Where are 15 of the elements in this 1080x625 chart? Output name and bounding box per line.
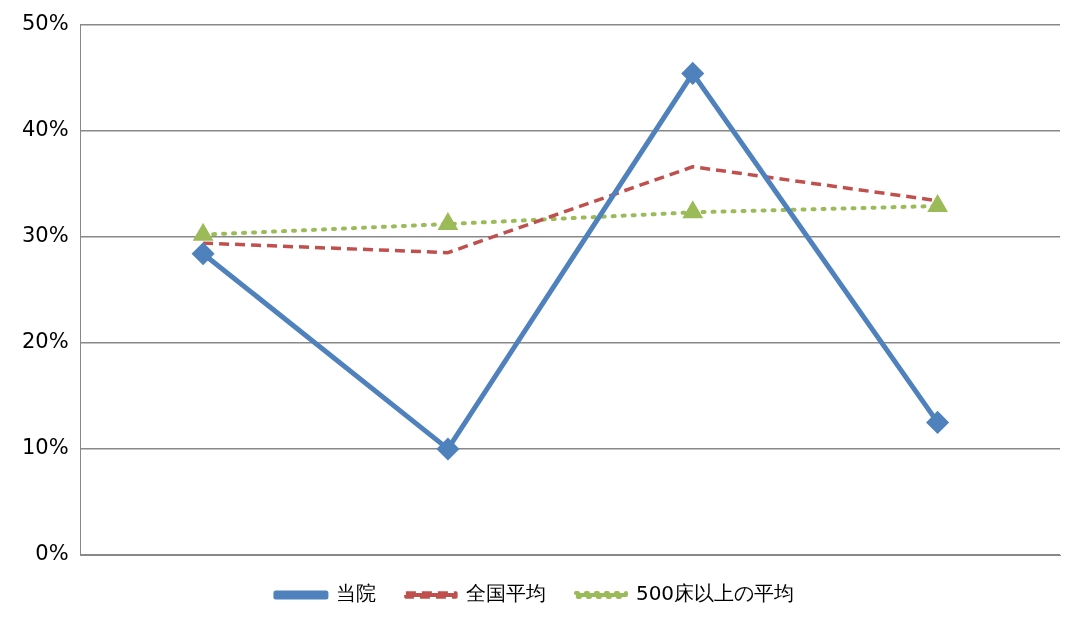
y-tick-label: 10% <box>21 435 69 460</box>
point <box>437 438 459 460</box>
y-tick-label: 40% <box>21 117 69 142</box>
y-tick-label: 20% <box>21 329 69 354</box>
point <box>438 214 457 231</box>
y-tick-label: 30% <box>21 223 69 248</box>
point <box>927 411 949 433</box>
point <box>192 243 214 265</box>
y-tick-label: 50% <box>21 11 69 36</box>
legend-label: 当院 <box>335 581 376 606</box>
legend-label: 500床以上の平均 <box>635 581 795 606</box>
y-tick-label: 0% <box>35 541 69 566</box>
legend-label: 全国平均 <box>465 581 546 606</box>
point <box>928 196 947 212</box>
point <box>683 202 702 219</box>
